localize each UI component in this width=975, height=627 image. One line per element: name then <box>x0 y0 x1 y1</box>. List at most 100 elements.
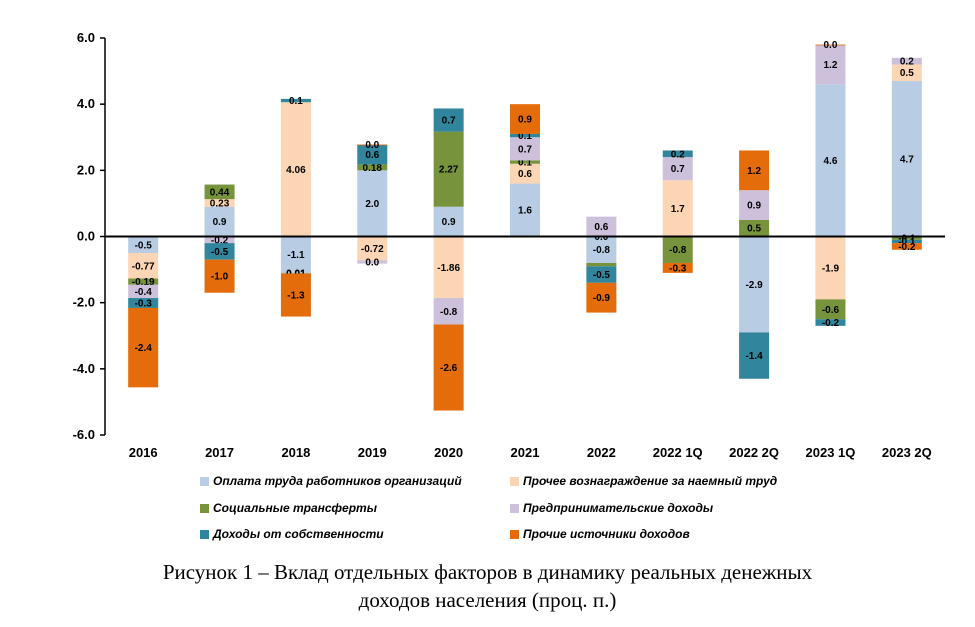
data-label: -0.5 <box>593 270 611 281</box>
legend-item-other-sources: Прочие источники доходов <box>510 527 690 541</box>
data-label: -0.5 <box>211 247 229 258</box>
data-label: -0.3 <box>669 263 687 274</box>
bar-segment <box>815 84 846 237</box>
data-label: -0.8 <box>669 245 687 256</box>
y-tick-label: 0.0 <box>77 229 95 244</box>
data-label: 4.6 <box>824 156 838 167</box>
bar-segment <box>510 104 540 134</box>
bar-segment <box>586 266 617 283</box>
data-label: -0.6 <box>822 305 840 316</box>
data-label: 0.5 <box>900 68 914 79</box>
bar-segment <box>433 298 464 325</box>
legend-label: Оплата труда работников организаций <box>213 474 462 488</box>
y-tick-label: -4.0 <box>73 361 95 376</box>
legend-swatch <box>200 476 209 486</box>
bar-segment <box>357 144 388 146</box>
bar-segment <box>433 108 464 132</box>
bar-segment <box>739 190 770 220</box>
data-label: 0.6 <box>518 169 532 180</box>
bar-segment <box>586 282 617 313</box>
bar-segment <box>510 183 540 237</box>
bar-segment <box>433 236 464 299</box>
bar-segment <box>662 180 693 237</box>
bar-segment <box>815 299 846 320</box>
legend-item-social-transfers: Социальные трансферты <box>200 501 377 515</box>
legend-swatch <box>510 503 519 513</box>
bar-segment <box>586 216 617 237</box>
bar-segment <box>280 102 311 237</box>
data-label: -1.3 <box>287 291 305 302</box>
bar-segment <box>128 278 159 285</box>
bar-segment <box>739 150 770 191</box>
data-label: -0.1 <box>898 234 916 245</box>
caption-line-2: доходов населения (проц. п.) <box>358 588 617 612</box>
bar-segment <box>128 298 159 308</box>
bar-segment <box>204 243 235 260</box>
legend-swatch <box>510 529 519 539</box>
bar-segment <box>357 144 388 165</box>
bar-segment <box>891 243 922 250</box>
bar-segment <box>586 236 617 263</box>
legend-item-business-income: Предпринимательские доходы <box>510 501 713 515</box>
bar-segment <box>510 160 540 164</box>
bar-segment <box>739 332 770 379</box>
data-label: -2.4 <box>135 343 153 354</box>
bar-segment <box>891 239 922 244</box>
y-tick-label: -2.0 <box>73 295 95 310</box>
legend-swatch <box>200 529 209 539</box>
bar-segment <box>357 170 388 237</box>
caption-line-1: Рисунок 1 – Вклад отдельных факторов в д… <box>162 560 813 584</box>
legend-label: Предпринимательские доходы <box>523 501 714 515</box>
data-label: 0.44 <box>210 187 230 198</box>
bar-segment <box>815 319 846 326</box>
data-label: -0.8 <box>593 245 611 256</box>
data-label: -2.6 <box>440 363 458 374</box>
y-tick-label: 6.0 <box>77 30 95 45</box>
bar-segment <box>433 131 464 207</box>
x-tick-label: 2022 1Q <box>653 445 703 460</box>
data-label: -1.86 <box>437 263 460 274</box>
data-label: -0.8 <box>440 307 458 318</box>
legend-label: Доходы от собственности <box>213 527 384 541</box>
data-label: 0.9 <box>213 217 227 228</box>
bar-segment <box>510 163 540 184</box>
bar-segment <box>586 262 617 267</box>
data-label: -0.72 <box>361 244 384 255</box>
stacked-bar-chart: 6.04.02.00.0-2.0-4.0-6.0-0.5-0.77-0.19-0… <box>73 30 945 460</box>
data-label: 0.2 <box>671 149 685 160</box>
data-label: 0.6 <box>594 222 608 233</box>
data-label: 0.7 <box>442 116 456 127</box>
data-label: 1.2 <box>747 166 761 177</box>
figure-caption: Рисунок 1 – Вклад отдельных факторов в д… <box>0 558 975 614</box>
data-label: 0.0 <box>824 40 838 51</box>
bar-segment <box>662 157 693 181</box>
bar-segment <box>739 219 770 237</box>
y-tick-label: 4.0 <box>77 96 95 111</box>
bar-segment <box>357 260 388 264</box>
data-label: -0.1 <box>898 237 916 248</box>
data-label: -0.77 <box>132 261 155 272</box>
bar-segment <box>433 206 464 237</box>
data-label: 4.06 <box>286 165 306 176</box>
bar-segment <box>128 307 159 388</box>
x-tick-label: 2022 2Q <box>729 445 779 460</box>
data-label: 0.23 <box>210 198 230 209</box>
bar-segment <box>815 44 846 85</box>
legend-label: Прочее вознаграждение за наемный труд <box>523 474 778 488</box>
bar-segment <box>280 236 311 273</box>
bar-segment <box>662 262 693 273</box>
data-label: 0.0 <box>365 140 379 151</box>
bar-segment <box>815 236 846 300</box>
data-label: 0.1 <box>289 96 303 107</box>
legend-item-other-remuneration: Прочее вознаграждение за наемный труд <box>510 474 777 488</box>
bar-segment <box>433 324 464 411</box>
data-label: -0.3 <box>135 298 153 309</box>
data-label: -0.2 <box>822 318 840 329</box>
data-label: 0.1 <box>518 131 532 142</box>
x-tick-label: 2023 1Q <box>806 445 856 460</box>
data-label: -0.2 <box>211 235 229 246</box>
data-label: 4.7 <box>900 154 914 165</box>
bar-segment <box>204 184 235 200</box>
bar-segment <box>204 236 235 244</box>
data-label: 1.6 <box>518 206 532 217</box>
